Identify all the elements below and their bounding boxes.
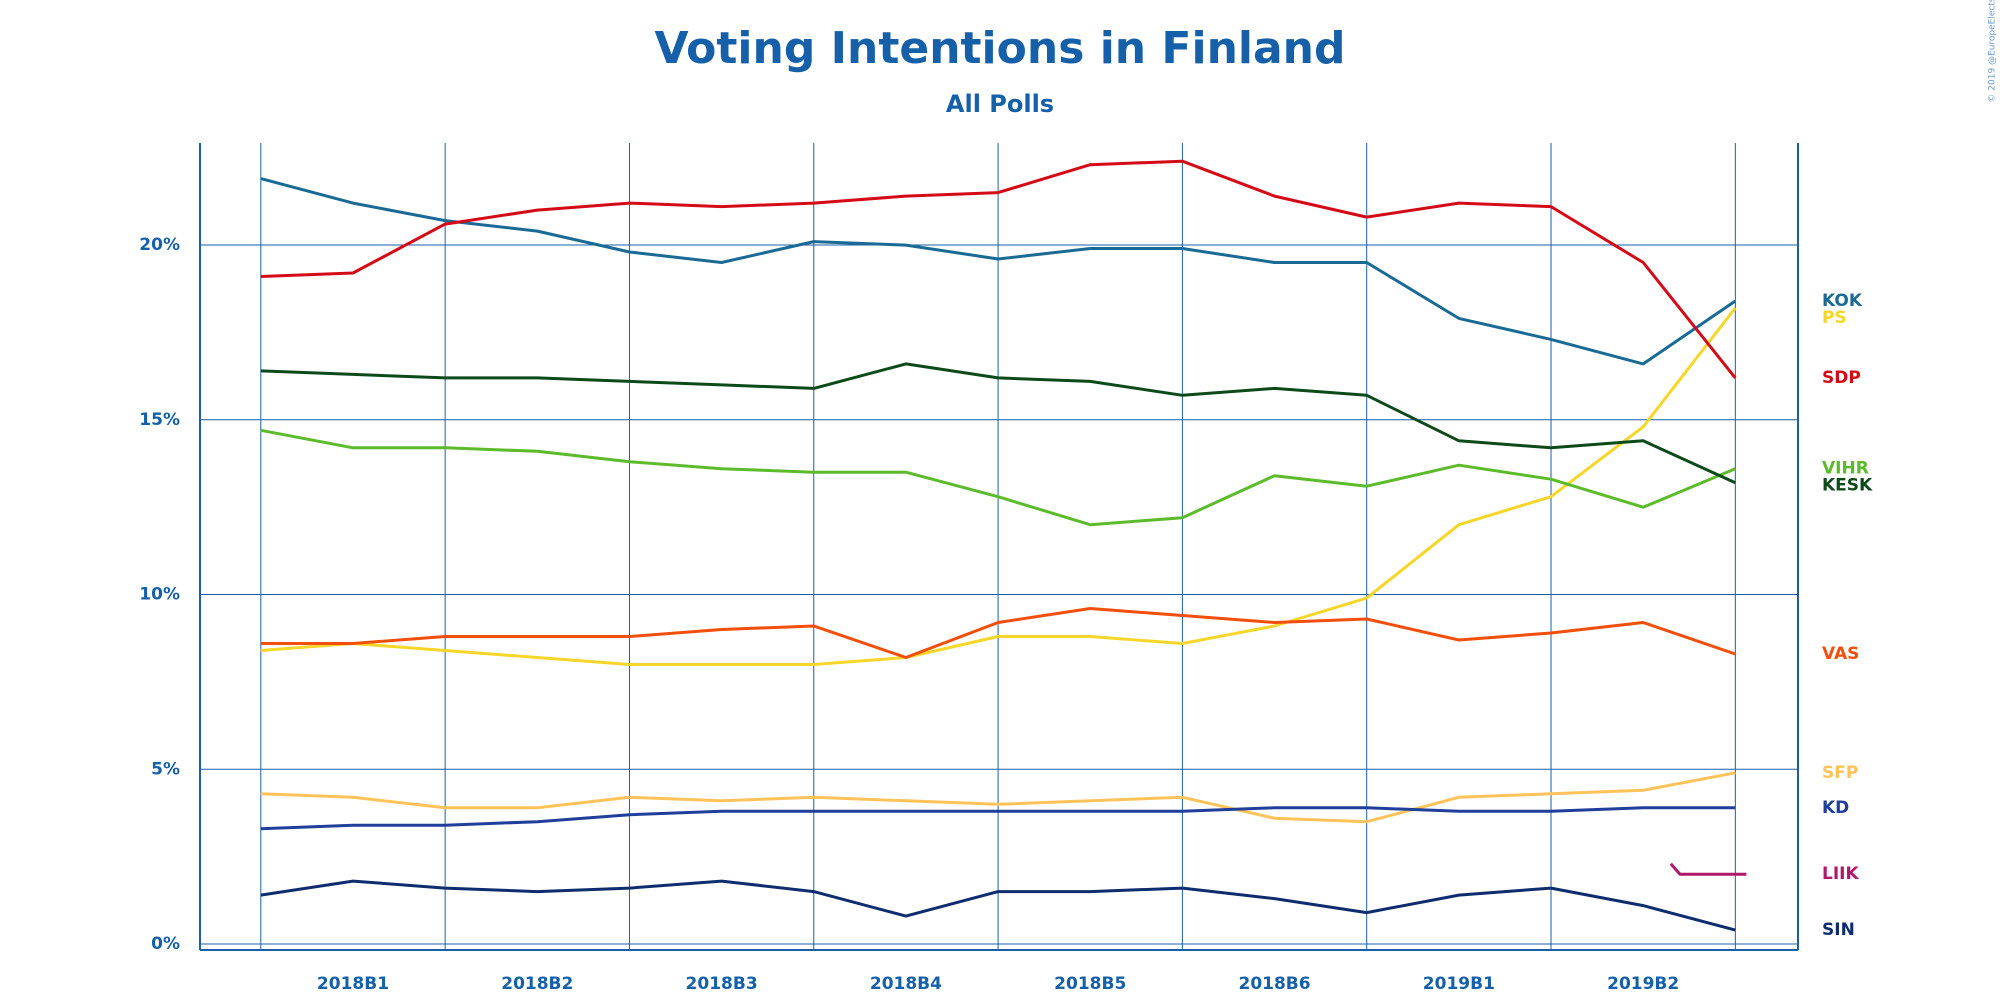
series-line [260,159,1737,379]
series-line [1669,862,1747,876]
credit: © 2019 @EuropeElects [1988,0,1998,103]
chart-title: Voting Intentions in Finland [655,23,1346,74]
series-line [260,362,1736,485]
y-tick-label: 0% [151,934,180,954]
legend-label: SIN [1822,920,1855,940]
series-line [260,607,1736,659]
series-line [260,307,1737,666]
x-tick-label: 2018B2 [501,974,573,994]
legend-label: SDP [1822,368,1861,388]
x-tick-label: 2019B2 [1607,974,1679,994]
legend-label: SFP [1822,763,1858,783]
legend-label: PS [1822,308,1847,328]
y-tick-label: 5% [151,759,180,779]
series-line [260,806,1736,831]
legend-label: KOK [1822,291,1863,311]
legend-label: KESK [1822,476,1873,496]
y-tick-label: 10% [139,585,180,605]
legend-label: VAS [1822,644,1859,664]
legend-label: LIIK [1822,864,1859,884]
y-tick-label: 15% [139,410,180,430]
y-tick-label: 20% [139,235,180,255]
series-line [260,879,1736,932]
chart-subtitle: All Polls [946,90,1054,118]
series-line [260,428,1736,527]
legend-label: VIHR [1822,459,1869,479]
x-tick-label: 2018B5 [1054,974,1126,994]
x-tick-label: 2018B6 [1238,974,1310,994]
x-tick-label: 2018B3 [686,974,758,994]
x-tick-label: 2018B1 [317,974,389,994]
series-line [260,771,1736,824]
legend-label: KD [1822,798,1849,818]
x-tick-label: 2018B4 [870,974,942,994]
series-line [260,177,1737,366]
x-tick-label: 2019B1 [1423,974,1495,994]
